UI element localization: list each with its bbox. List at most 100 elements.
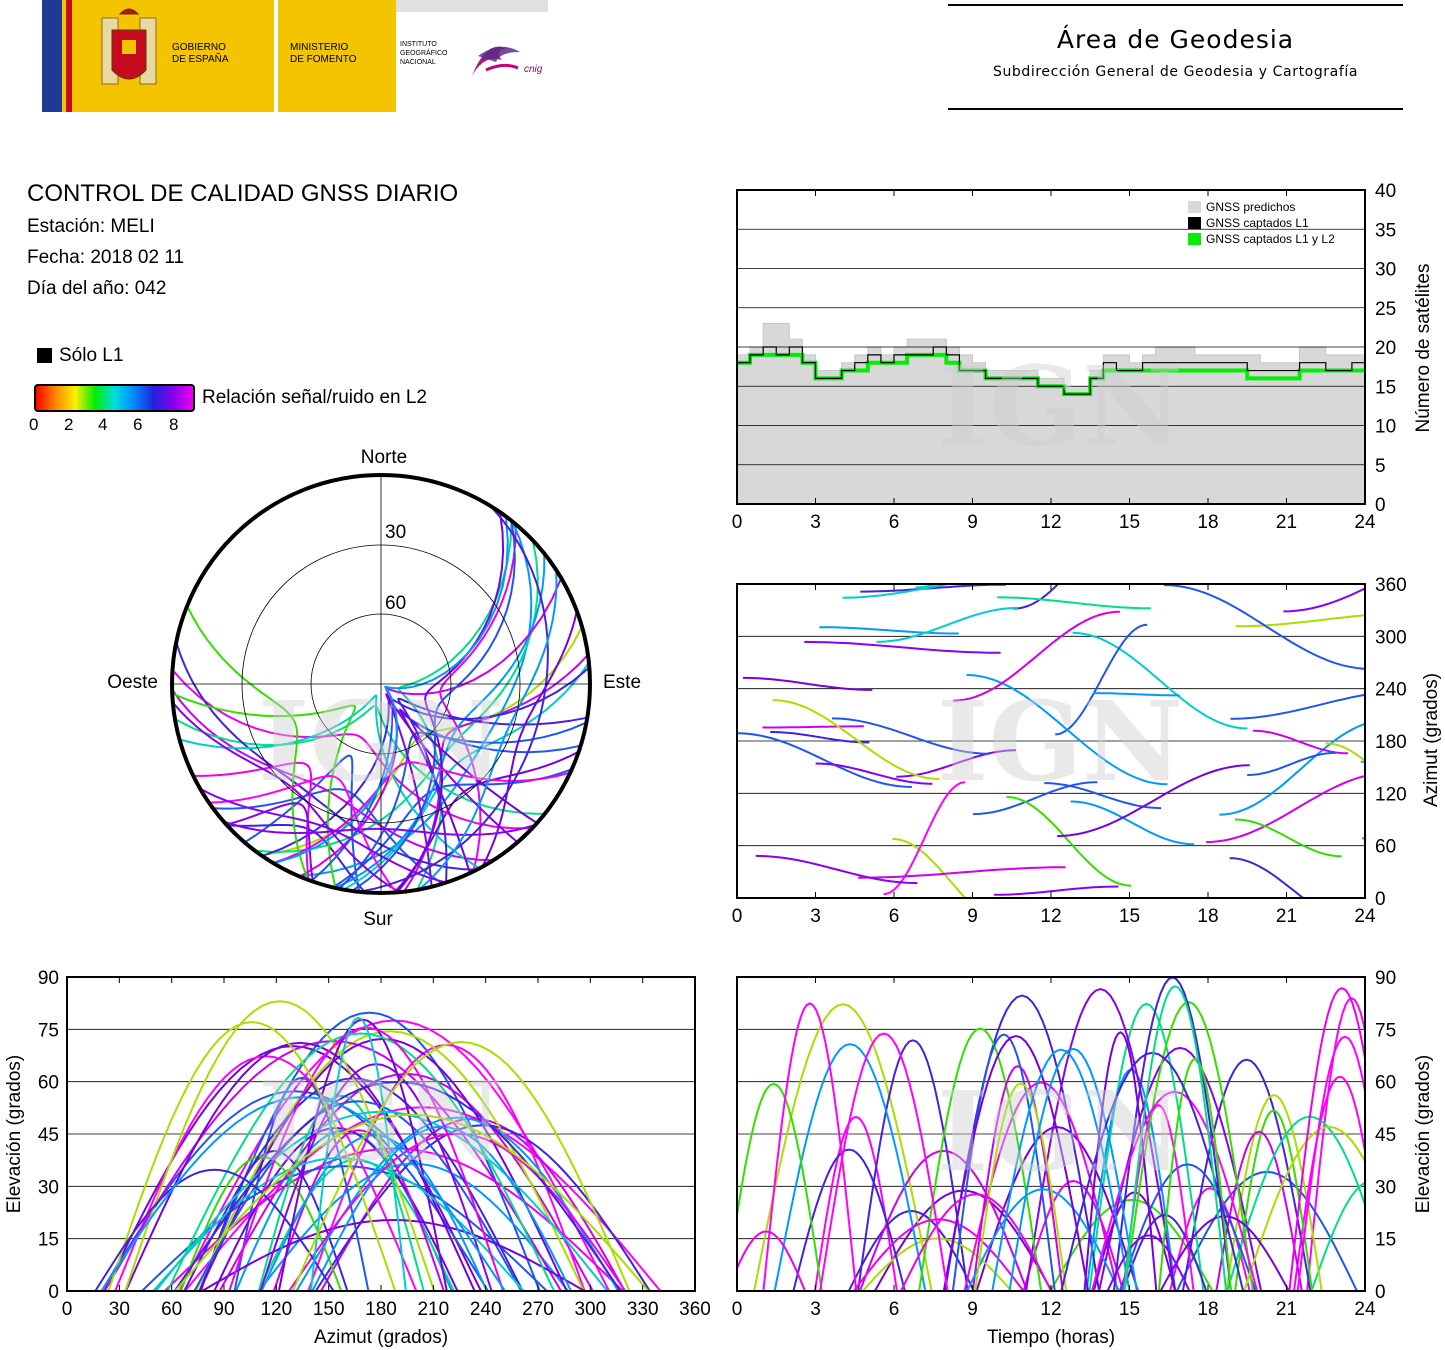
skyplot-horizon — [170, 473, 592, 895]
cnig-logo-icon — [472, 46, 520, 76]
l1-only-swatch — [37, 348, 52, 363]
elt-xtick-label: 3 — [810, 1299, 821, 1320]
skyplot-satellite-track — [397, 697, 588, 883]
ign-watermark: IGN — [937, 1067, 1183, 1196]
azt-satellite-track — [772, 699, 940, 780]
azt-satellite-track — [966, 674, 1168, 786]
azt-satellite-track — [804, 640, 1001, 654]
instituto-line-1: INSTITUTO — [400, 41, 437, 48]
azt-ylabel: Azimut (grados) — [1421, 673, 1442, 807]
skyplot-satellite-track — [396, 511, 505, 893]
ign-logo: INSTITUTO GEOGRÁFICO NACIONAL cnig — [396, 0, 548, 112]
azt-satellite-track — [1229, 857, 1305, 898]
azt-satellite-track — [762, 725, 864, 729]
azt-satellite-track — [876, 607, 1019, 643]
series-l1-line — [737, 346, 1365, 395]
ring-label-30: 30 — [385, 522, 406, 543]
azt-xtick-label: 18 — [1197, 906, 1218, 927]
elaz-xtick-label: 360 — [679, 1299, 711, 1320]
legend-label-l1l2: GNSS captados L1 y L2 — [1206, 232, 1335, 246]
snr-tick-6: 6 — [133, 415, 143, 434]
azt-satellite-track — [1219, 722, 1365, 816]
legend-swatch-l1l2 — [1188, 233, 1201, 245]
azt-satellite-track — [1055, 623, 1148, 736]
ring-label-60: 60 — [385, 593, 406, 614]
elt-xtick-label: 21 — [1276, 1299, 1297, 1320]
azt-ytick-label: 0 — [1375, 889, 1386, 910]
nsat-xtick-label: 0 — [732, 512, 743, 533]
azt-xtick-label: 24 — [1354, 906, 1376, 927]
azt-xtick-label: 3 — [810, 906, 821, 927]
azt-satellite-track — [1234, 818, 1342, 858]
azt-satellite-track — [1283, 587, 1365, 613]
elt-satellite-track — [753, 1003, 933, 1291]
instituto-line-3: NACIONAL — [400, 59, 436, 66]
azt-satellite-track — [892, 837, 967, 898]
elt-xtick-label: 18 — [1197, 1299, 1218, 1320]
skyplot-satellite-track — [179, 694, 481, 870]
nsat-ytick-label: 20 — [1375, 338, 1396, 359]
skyplot-satellite-track — [172, 692, 357, 889]
nsat-xtick-label: 12 — [1040, 512, 1061, 533]
azt-tracks — [737, 584, 1365, 898]
elaz-satellite-track — [107, 1021, 397, 1291]
gobierno-line-1: GOBIERNO — [172, 42, 226, 53]
azt-satellite-track — [1325, 742, 1365, 763]
header-bottom-rule — [948, 108, 1403, 110]
azt-satellite-track — [883, 781, 966, 896]
elt-xlabel: Tiempo (horas) — [987, 1327, 1115, 1348]
elaz-ytick-label: 75 — [38, 1020, 59, 1041]
azt-ytick-label: 240 — [1375, 680, 1407, 701]
skyplot-chart: Norte Sur Este Oeste 30 60 — [107, 447, 641, 930]
elt-satellite-track — [737, 1082, 823, 1291]
azt-satellite-track — [1092, 692, 1180, 697]
azt-satellite-track — [860, 584, 1006, 593]
elt-satellite-track — [861, 1237, 1013, 1291]
azt-ytick-label: 180 — [1375, 732, 1407, 753]
elaz-satellite-track — [154, 1110, 609, 1291]
azt-satellite-track — [1247, 751, 1336, 776]
skyplot-satellite-track — [385, 693, 519, 887]
azt-satellite-track — [972, 781, 1098, 816]
elt-satellite-track — [773, 1043, 927, 1291]
azt-xtick-label: 21 — [1276, 906, 1297, 927]
elaz-satellite-track — [94, 1168, 335, 1291]
azt-satellite-track — [831, 717, 990, 755]
elt-xtick-label: 12 — [1040, 1299, 1061, 1320]
nsat-ylabel: Número de satélites — [1413, 264, 1434, 433]
elaz-satellite-track — [320, 1117, 626, 1291]
azt-ytick-label: 60 — [1375, 837, 1396, 858]
instituto-line-2: GEOGRÁFICO — [400, 50, 448, 57]
snr-tick-0: 0 — [29, 415, 39, 434]
elt-satellite-track — [762, 1002, 858, 1291]
skyplot-satellite-track — [358, 505, 549, 893]
nsat-ytick-label: 0 — [1375, 495, 1386, 516]
elaz-satellite-track — [173, 1080, 622, 1291]
skyplot-satellite-track — [199, 787, 447, 884]
elaz-ytick-label: 45 — [38, 1125, 59, 1146]
azt-satellite-track — [1230, 693, 1365, 720]
elt-satellite-track — [966, 1188, 1120, 1291]
elaz-satellite-track — [164, 1147, 624, 1291]
gobierno-logo — [62, 0, 274, 112]
elaz-satellite-track — [166, 1032, 556, 1291]
elt-xtick-label: 6 — [889, 1299, 900, 1320]
elaz-satellite-track — [311, 1125, 572, 1291]
elt-satellite-track — [1288, 986, 1365, 1291]
legend-swatch-l1 — [1188, 217, 1201, 229]
elaz-satellite-track — [174, 1113, 650, 1291]
elt-satellite-track — [1106, 1234, 1191, 1291]
nsat-xtick-label: 21 — [1276, 512, 1297, 533]
elaz-ytick-label: 0 — [48, 1282, 59, 1303]
nsat-xtick-label: 6 — [889, 512, 900, 533]
elaz-xtick-label: 30 — [109, 1299, 130, 1320]
azt-satellite-track — [994, 885, 1119, 896]
ministerio-line-1: MINISTERIO — [290, 42, 349, 53]
elt-satellite-track — [1225, 1094, 1323, 1291]
skyplot-satellite-track — [226, 802, 314, 882]
elaz-xtick-label: 180 — [365, 1299, 397, 1320]
azt-satellite-track — [1057, 764, 1250, 838]
elt-xtick-label: 9 — [967, 1299, 978, 1320]
